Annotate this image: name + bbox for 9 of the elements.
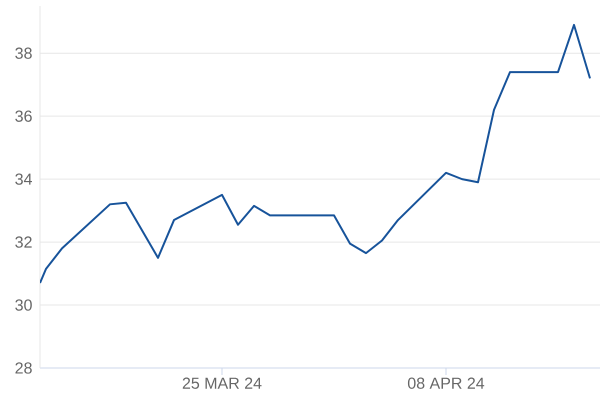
x-tick-label: 25 MAR 24 bbox=[182, 378, 262, 389]
y-tick-label: 36 bbox=[15, 110, 32, 122]
y-tick-label: 30 bbox=[15, 299, 32, 311]
x-tick-label: 08 APR 24 bbox=[408, 378, 484, 389]
y-tick-label: 34 bbox=[15, 173, 32, 185]
y-tick-label: 38 bbox=[15, 48, 32, 59]
line-series bbox=[40, 24, 591, 284]
y-tick-label: 28 bbox=[15, 362, 32, 374]
y-tick-label: 32 bbox=[15, 236, 32, 248]
